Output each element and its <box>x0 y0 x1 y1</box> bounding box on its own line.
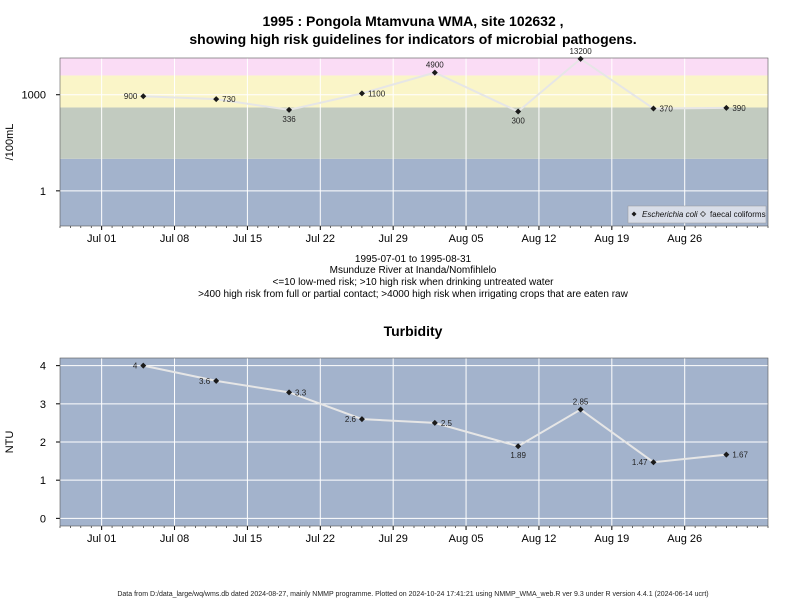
data-label: 1.47 <box>632 458 648 467</box>
guideline-band-4 <box>60 58 768 76</box>
x-tick-label: Jul 22 <box>306 233 335 245</box>
data-label: 730 <box>222 95 236 104</box>
data-point <box>650 105 657 112</box>
data-label: 2.85 <box>573 398 589 407</box>
y-tick-label: 2 <box>40 437 46 449</box>
data-point <box>286 106 293 113</box>
data-point <box>140 362 147 369</box>
y-tick-label: 1 <box>40 186 46 198</box>
data-label: 370 <box>659 105 673 114</box>
data-point <box>650 459 657 466</box>
plot-frame <box>59 357 769 527</box>
guideline-band-3 <box>60 75 768 108</box>
data-label: 4 <box>133 362 138 371</box>
chart-title-line-2: showing high risk guidelines for indicat… <box>189 31 636 47</box>
y-tick-label: 1000 <box>22 90 46 102</box>
data-point <box>140 93 147 100</box>
y-tick-label: 0 <box>40 513 46 525</box>
x-tick-label: Aug 05 <box>449 533 484 545</box>
data-label: 3.3 <box>295 388 307 397</box>
data-label: 1.89 <box>510 451 526 460</box>
legend-box <box>627 205 767 224</box>
x-tick-label: Jul 15 <box>233 533 262 545</box>
caption-site: Msunduze River at Inanda/Nomfihlelo <box>330 265 497 276</box>
legend: Escherichia coli faecal coliforms <box>627 205 767 224</box>
y-tick-label: 4 <box>40 361 46 373</box>
caption-date-range: 1995-07-01 to 1995-08-31 <box>355 254 472 265</box>
guideline-band-2 <box>60 107 768 159</box>
data-point <box>723 451 730 458</box>
legend-marker-faecal <box>699 210 707 218</box>
x-tick-label: Aug 12 <box>522 233 557 245</box>
caption-drinking-guideline: <=10 low-med risk; >10 high risk when dr… <box>273 277 555 288</box>
data-label: 1100 <box>368 89 386 98</box>
x-tick-label: Aug 19 <box>594 533 629 545</box>
y-tick-label: 1 <box>40 475 46 487</box>
x-tick-label: Jul 01 <box>87 233 116 245</box>
data-point <box>213 96 220 103</box>
x-tick-label: Jul 15 <box>233 233 262 245</box>
x-tick-label: Aug 12 <box>522 533 557 545</box>
turbidity-title: Turbidity <box>384 323 443 339</box>
turbidity-panel: Jul 01 Jul 08 Jul 15 Jul 22 Jul 29 Aug 05 Aug … <box>4 357 769 545</box>
legend-label-ecoli: Escherichia coli <box>642 210 698 219</box>
data-point <box>577 55 584 62</box>
data-label: 13200 <box>569 47 592 56</box>
data-point <box>286 389 293 396</box>
data-label: 336 <box>282 115 296 124</box>
data-point <box>358 416 365 423</box>
x-tick-label: Aug 05 <box>449 233 484 245</box>
x-tick-label: Aug 19 <box>594 233 629 245</box>
data-label: 2.6 <box>345 415 357 424</box>
data-point <box>358 90 365 97</box>
x-tick-label: Jul 01 <box>87 533 116 545</box>
data-point <box>213 377 220 384</box>
data-label: 300 <box>511 116 525 125</box>
footer-note: Data from D:/data_large/wq/wms.db dated … <box>117 591 708 598</box>
y-axis-label: /100mL <box>4 124 16 161</box>
data-point <box>431 69 438 76</box>
data-label: 2.5 <box>441 419 453 428</box>
x-tick-label: Jul 08 <box>160 233 189 245</box>
data-point <box>723 104 730 111</box>
x-tick-label: Jul 29 <box>378 533 407 545</box>
data-point <box>577 406 584 413</box>
x-tick-label: Jul 29 <box>378 233 407 245</box>
x-tick-label: Jul 22 <box>306 533 335 545</box>
x-tick-label: Aug 26 <box>667 533 702 545</box>
plot-frame <box>59 57 769 227</box>
ecoli-panel: Jul 01 Jul 08 Jul 15 Jul 22 Jul 29 Aug 05 Aug … <box>4 47 769 245</box>
data-label: 3.6 <box>199 377 211 386</box>
data-point <box>515 108 522 115</box>
caption-contact-guideline: >400 high risk from full or partial cont… <box>198 289 628 300</box>
data-label: 1.67 <box>732 451 748 460</box>
x-tick-label: Aug 26 <box>667 233 702 245</box>
data-label: 4900 <box>426 61 444 70</box>
legend-label-faecal: faecal coliforms <box>710 210 766 219</box>
data-point <box>431 419 438 426</box>
data-point <box>515 443 522 450</box>
data-label: 390 <box>732 104 746 113</box>
data-label: 900 <box>124 92 138 101</box>
y-tick-label: 3 <box>40 399 46 411</box>
chart-title-line-1: 1995 : Pongola Mtamvuna WMA, site 102632… <box>262 13 563 29</box>
y-axis-label: NTU <box>4 431 16 454</box>
x-tick-label: Jul 08 <box>160 533 189 545</box>
legend-marker-ecoli <box>631 211 637 217</box>
